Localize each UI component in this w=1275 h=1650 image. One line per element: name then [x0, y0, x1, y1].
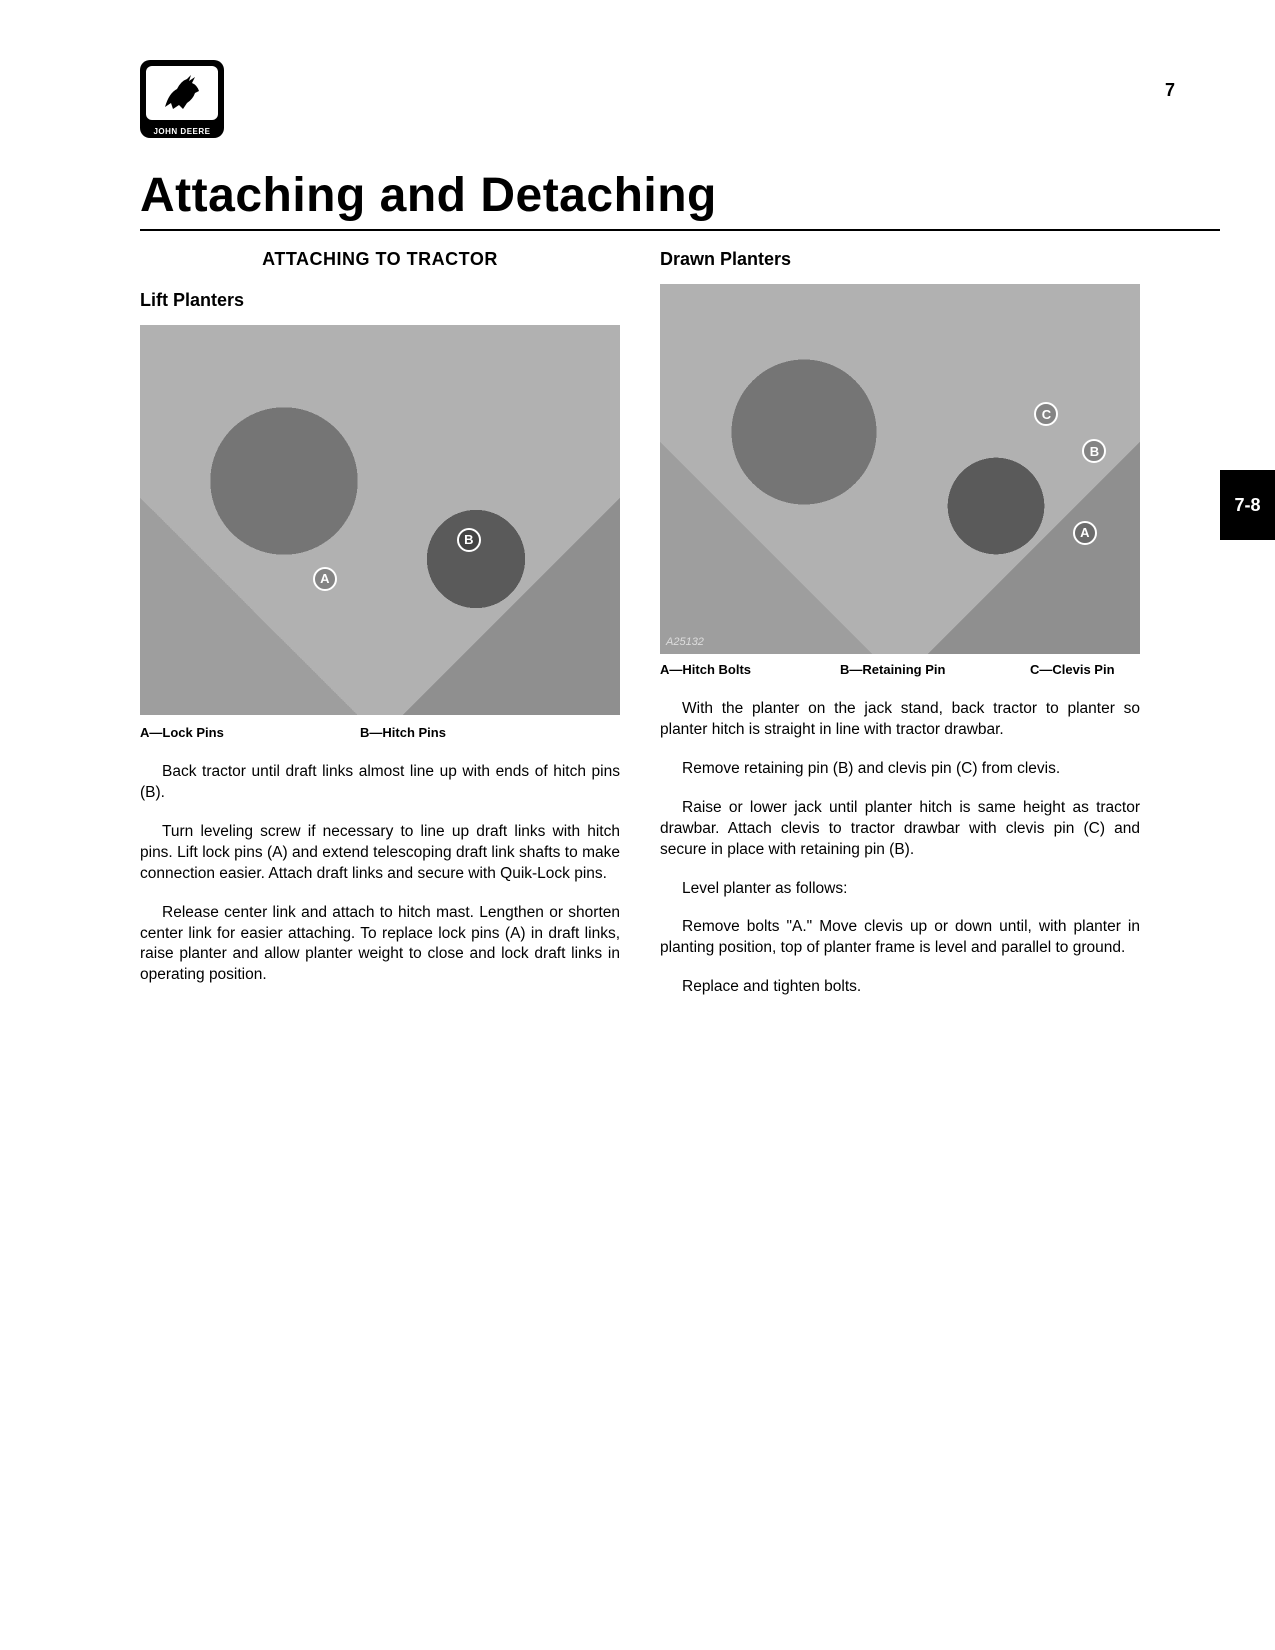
- subheading-lift-planters: Lift Planters: [140, 290, 620, 311]
- paragraph: Release center link and attach to hitch …: [140, 903, 620, 987]
- callout-b-icon: B: [1082, 439, 1106, 463]
- legend-b: B—Retaining Pin: [840, 662, 1030, 677]
- figure-drawn-planters: C B A A25132: [660, 284, 1140, 654]
- section-heading: ATTACHING TO TRACTOR: [140, 249, 620, 270]
- right-column: Drawn Planters C B A A25132 A—Hitch Bolt…: [660, 249, 1140, 1016]
- callout-c-icon: C: [1034, 402, 1058, 426]
- page-number: 7: [1165, 80, 1175, 101]
- legend-b: B—Hitch Pins: [360, 725, 446, 740]
- paragraph: Back tractor until draft links almost li…: [140, 762, 620, 804]
- subheading-drawn-planters: Drawn Planters: [660, 249, 1140, 270]
- section-tab: 7-8: [1220, 470, 1275, 540]
- left-column: ATTACHING TO TRACTOR Lift Planters A B A…: [140, 249, 620, 1016]
- paragraph: Replace and tighten bolts.: [660, 977, 1140, 998]
- body-text-left: Back tractor until draft links almost li…: [140, 762, 620, 986]
- callout-b-icon: B: [457, 528, 481, 552]
- deer-icon: [146, 66, 218, 120]
- paragraph: Turn leveling screw if necessary to line…: [140, 822, 620, 885]
- figure-legend-right: A—Hitch Bolts B—Retaining Pin C—Clevis P…: [660, 662, 1140, 677]
- title-divider: [140, 229, 1220, 231]
- legend-c: C—Clevis Pin: [1030, 662, 1115, 677]
- paragraph: With the planter on the jack stand, back…: [660, 699, 1140, 741]
- figure-reference: A25132: [666, 636, 704, 648]
- paragraph: Raise or lower jack until planter hitch …: [660, 798, 1140, 861]
- content-columns: ATTACHING TO TRACTOR Lift Planters A B A…: [140, 249, 1185, 1016]
- paragraph: Level planter as follows:: [660, 879, 1140, 900]
- figure-legend-left: A—Lock Pins B—Hitch Pins: [140, 725, 620, 740]
- paragraph: Remove retaining pin (B) and clevis pin …: [660, 759, 1140, 780]
- brand-label: JOHN DEERE: [140, 127, 224, 136]
- figure-lift-planters: A B: [140, 325, 620, 715]
- brand-logo: JOHN DEERE: [140, 60, 224, 138]
- page-title: Attaching and Detaching: [140, 168, 1185, 223]
- body-text-right: With the planter on the jack stand, back…: [660, 699, 1140, 998]
- callout-a-icon: A: [313, 567, 337, 591]
- callout-a-icon: A: [1073, 521, 1097, 545]
- paragraph: Remove bolts "A." Move clevis up or down…: [660, 917, 1140, 959]
- legend-a: A—Hitch Bolts: [660, 662, 840, 677]
- legend-a: A—Lock Pins: [140, 725, 360, 740]
